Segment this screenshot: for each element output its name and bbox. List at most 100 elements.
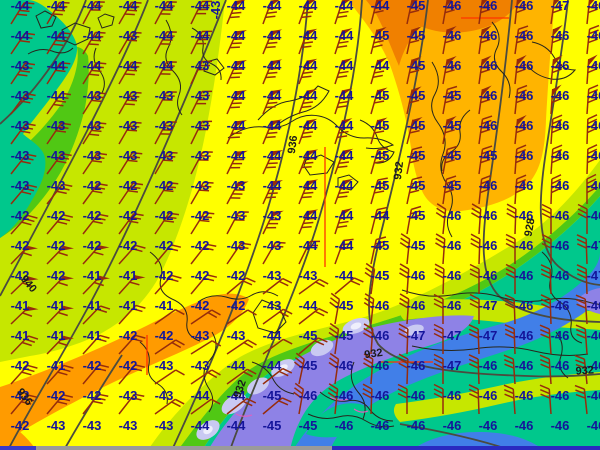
temp-label: -43 [227, 208, 246, 223]
geopotential-contour-line [482, 0, 600, 323]
temp-label: -44 [299, 298, 319, 313]
temp-label: -44 [83, 58, 103, 73]
wind-barb-stroke [92, 400, 103, 405]
wind-barb [298, 337, 328, 355]
wind-barb-stroke [232, 7, 244, 10]
wind-barb-stroke [175, 309, 185, 316]
temp-label: -43 [191, 88, 210, 103]
wind-barb-stroke [376, 181, 387, 186]
temp-label: -41 [47, 328, 66, 343]
wind-barb [82, 244, 110, 265]
wind-barb-stroke [19, 69, 31, 73]
wind-barb-stroke [468, 354, 479, 360]
wind-barb-stroke [93, 251, 104, 256]
wind-barb [118, 121, 142, 145]
temp-label-rotated: -43 [208, 1, 223, 20]
wind-barb-stroke [481, 174, 492, 180]
wind-barb-stroke [551, 174, 562, 180]
wind-barb-stroke [318, 307, 329, 314]
temp-label: -46 [371, 328, 390, 343]
temp-label: -46 [587, 118, 600, 133]
wind-barb-stroke [60, 368, 71, 373]
temp-label: -46 [479, 58, 498, 73]
wind-barb-stroke [199, 124, 211, 127]
temp-label: -45 [371, 268, 390, 283]
wind-barb-stroke [236, 215, 247, 217]
wind-barb [226, 60, 248, 85]
temp-label: -42 [11, 208, 30, 223]
wind-barb-stroke [433, 358, 444, 365]
temp-label: -44 [371, 0, 391, 13]
temp-label: -46 [587, 418, 600, 433]
wind-barb-stroke [124, 13, 135, 16]
wind-barb-stroke [586, 178, 597, 185]
wind-barb-stroke [398, 353, 409, 360]
wind-barb-stroke [504, 298, 515, 305]
wind-barb-stroke [307, 244, 319, 247]
temp-label: -42 [83, 178, 102, 193]
wind-barb-stroke [206, 274, 218, 278]
wind-barb-stroke [27, 364, 38, 369]
wind-barb-stroke [587, 148, 598, 155]
wind-barb-stroke [435, 242, 445, 249]
temp-label: -42 [191, 238, 210, 253]
wind-barb [327, 383, 339, 415]
wind-barb-stroke [162, 159, 174, 162]
wind-barb-stroke [444, 69, 455, 74]
fill-zone-teal-nw [0, 0, 78, 238]
temp-label: -46 [335, 388, 354, 403]
wind-barb-stroke [552, 118, 563, 125]
wind-barb-stroke [444, 39, 455, 44]
wind-barb [190, 340, 222, 355]
wind-barb-stroke [21, 191, 32, 195]
wind-barb-stroke [226, 30, 238, 55]
wind-barb-stroke [162, 99, 173, 101]
wind-barb-stroke [397, 388, 408, 395]
temp-label: -46 [587, 358, 600, 373]
wind-barb-stroke [364, 297, 374, 305]
wind-barb-stroke [294, 382, 304, 390]
coastline-border [27, 47, 74, 55]
lavender-blob [221, 393, 247, 415]
wind-barb-stroke [480, 128, 491, 134]
wind-barb [363, 323, 374, 355]
wind-barb-stroke [130, 216, 142, 220]
wind-barb-stroke [163, 219, 175, 223]
wind-barb-stroke [505, 272, 516, 279]
wind-barb [226, 120, 248, 145]
temp-label: -44 [299, 118, 319, 133]
wind-barb-stroke [266, 11, 278, 14]
wind-barb-stroke [55, 99, 67, 103]
wind-barb [469, 263, 480, 294]
wind-barb-stroke [229, 15, 240, 19]
temp-label: -45 [407, 238, 426, 253]
wind-barb-stroke [445, 179, 456, 185]
wind-barb-stroke [376, 151, 387, 156]
wind-barb-stroke [10, 245, 29, 265]
wind-barb [406, 205, 422, 235]
wind-barb-stroke [304, 67, 315, 70]
wind-barb-stroke [318, 278, 329, 285]
temp-label: -44 [263, 28, 283, 43]
wind-barb-stroke [162, 69, 173, 71]
wind-barb-stroke [400, 233, 411, 240]
wind-barb-stroke [238, 246, 249, 250]
wind-barb [541, 233, 552, 264]
wind-barb-stroke [515, 157, 526, 164]
wind-barb-stroke [445, 124, 456, 129]
temp-label: -42 [47, 268, 66, 283]
wind-barb-stroke [25, 338, 36, 343]
wind-barb-stroke [577, 208, 588, 215]
temp-label: -44 [335, 118, 355, 133]
temp-label: -44 [299, 88, 319, 103]
wind-barb-stroke [363, 362, 373, 369]
wind-barb-stroke [231, 132, 242, 135]
wind-barb-stroke [436, 203, 447, 210]
wind-barb-stroke [303, 191, 314, 195]
wind-barb-stroke [94, 186, 106, 190]
wind-barb-stroke [515, 183, 526, 189]
wind-barb [10, 276, 39, 295]
wind-barb-stroke [433, 298, 444, 305]
wind-barb-stroke [552, 4, 564, 9]
wind-barb-stroke [337, 75, 348, 79]
